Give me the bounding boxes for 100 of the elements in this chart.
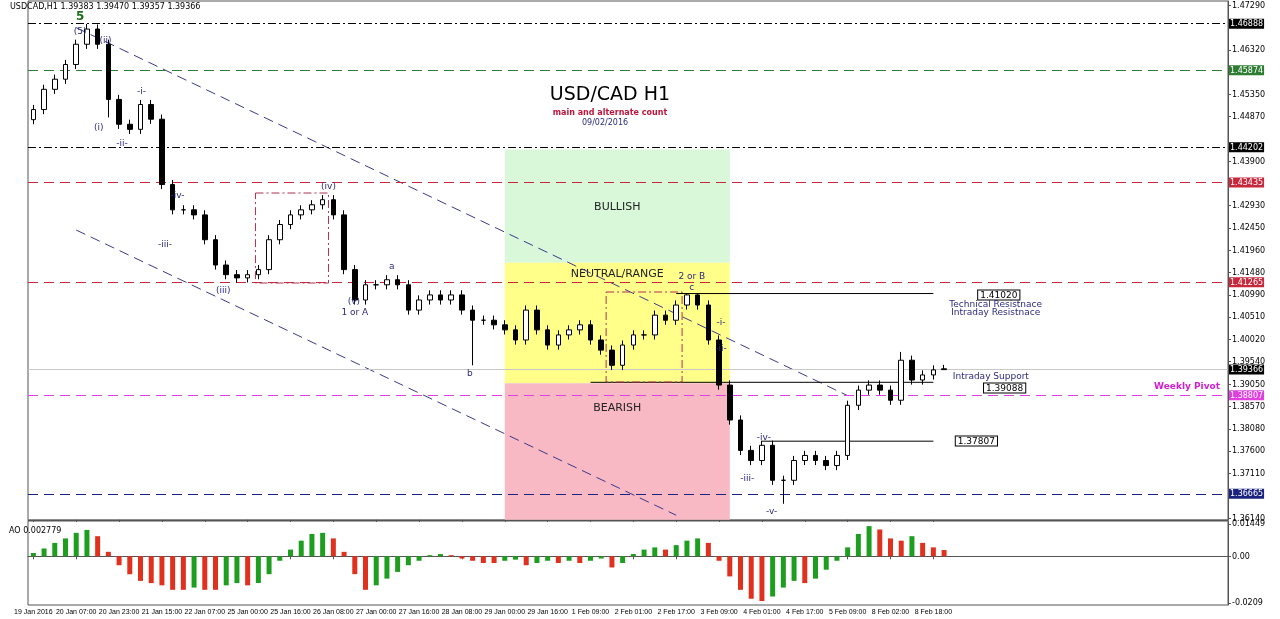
candlestick xyxy=(566,324,572,341)
band-label: NEUTRAL/RANGE xyxy=(570,266,664,280)
annotation: 09/02/2016 xyxy=(581,117,629,127)
y-tick-label: 1.41960 xyxy=(1232,245,1266,255)
candlestick xyxy=(652,310,658,341)
bar xyxy=(277,556,283,561)
candlestick xyxy=(459,289,465,316)
annotation: 2 or B xyxy=(678,271,706,281)
candlestick xyxy=(41,84,47,115)
bar xyxy=(930,547,936,557)
annotation: 1 or A xyxy=(341,307,370,317)
ref-line-label: 1.39366 xyxy=(1230,365,1264,375)
y-tick-label: 1.40510 xyxy=(1232,312,1266,322)
bar xyxy=(159,556,165,586)
bar xyxy=(73,532,79,557)
candlestick xyxy=(202,209,208,245)
candlestick xyxy=(223,259,229,280)
band-label: BEARISH xyxy=(593,401,642,415)
bar xyxy=(823,556,829,570)
candlestick xyxy=(802,450,808,466)
ref-line-label: 1.44202 xyxy=(1230,142,1264,152)
candlestick xyxy=(641,329,647,341)
annotation: Intraday Resistnace xyxy=(951,307,1041,317)
bar xyxy=(673,545,679,557)
candlestick xyxy=(491,315,497,330)
annotation: -ii- xyxy=(715,343,727,353)
candlestick xyxy=(416,294,422,316)
candlestick xyxy=(52,74,58,95)
bar xyxy=(234,556,240,584)
bar xyxy=(620,556,626,563)
bar xyxy=(170,556,176,590)
bar xyxy=(191,556,197,588)
annotation: c xyxy=(689,282,695,292)
bar xyxy=(470,556,476,561)
candlestick xyxy=(427,289,433,306)
bar xyxy=(95,536,101,557)
candlestick xyxy=(513,324,518,346)
candlestick xyxy=(191,204,197,220)
candlestick xyxy=(631,329,636,351)
bar xyxy=(513,556,518,560)
candlestick xyxy=(116,94,122,130)
annotation: USDCAD,H1 1.39383 1.39470 1.39357 1.39366 xyxy=(10,1,201,11)
text: AO 0.002779 xyxy=(9,525,62,535)
candlestick xyxy=(781,475,786,505)
annotation: 1.37807 xyxy=(957,436,995,446)
candlestick xyxy=(577,319,583,335)
bar xyxy=(373,556,379,586)
bar xyxy=(705,542,711,557)
annotation: Technical Resistnace xyxy=(948,299,1043,309)
annotation: (i) xyxy=(93,122,104,132)
annotation: -iii- xyxy=(157,239,172,249)
bar xyxy=(834,556,840,561)
bar xyxy=(395,556,401,572)
candlestick xyxy=(213,234,218,271)
bar xyxy=(909,536,915,557)
candlestick xyxy=(663,310,668,326)
bar xyxy=(598,556,604,559)
bar xyxy=(180,556,186,590)
candlestick xyxy=(256,264,261,280)
ref-line-label: 1.41265 xyxy=(1230,277,1264,287)
bar xyxy=(84,529,90,557)
candlestick xyxy=(556,329,561,351)
candlestick xyxy=(470,305,475,366)
y-tick-label: -0.0209 xyxy=(1232,598,1263,608)
candlestick xyxy=(363,279,368,306)
y-tick-label: 1.43900 xyxy=(1232,156,1266,166)
candlestick xyxy=(823,455,829,471)
y-tick-label: 1.41480 xyxy=(1232,267,1266,277)
candlestick xyxy=(856,385,861,411)
y-tick-label: 1.39540 xyxy=(1232,357,1266,367)
bar xyxy=(727,556,733,577)
y-tick-label: 1.42930 xyxy=(1232,201,1266,211)
text: USD/CAD H1 xyxy=(549,81,671,104)
bar xyxy=(213,556,218,590)
y-tick-label: 1.44870 xyxy=(1232,111,1266,121)
bar xyxy=(116,556,122,566)
bar xyxy=(566,556,572,561)
bar xyxy=(577,556,583,563)
bar xyxy=(770,556,776,597)
bar xyxy=(748,556,754,599)
bar xyxy=(63,538,68,557)
annotation: (ii) xyxy=(99,35,112,45)
y-tick-label: 1.38080 xyxy=(1232,424,1266,434)
candlestick xyxy=(148,99,154,125)
annotation: -iv- xyxy=(756,432,771,442)
bar xyxy=(105,551,111,557)
bar xyxy=(52,542,58,557)
bar xyxy=(855,533,861,557)
ref-line-label: 1.46888 xyxy=(1230,19,1264,29)
candlestick xyxy=(620,339,625,371)
bar xyxy=(245,556,251,586)
y-tick-label: 1.47290 xyxy=(1232,0,1266,10)
candlestick xyxy=(706,299,711,346)
ref-line-label: 1.38807 xyxy=(1230,390,1264,400)
annotation: -i- xyxy=(137,86,147,96)
y-tick-label: 1.40990 xyxy=(1232,290,1266,300)
bar xyxy=(888,538,893,557)
bar xyxy=(298,540,304,557)
annotation: -iii- xyxy=(740,473,755,483)
candlestick xyxy=(277,219,283,245)
